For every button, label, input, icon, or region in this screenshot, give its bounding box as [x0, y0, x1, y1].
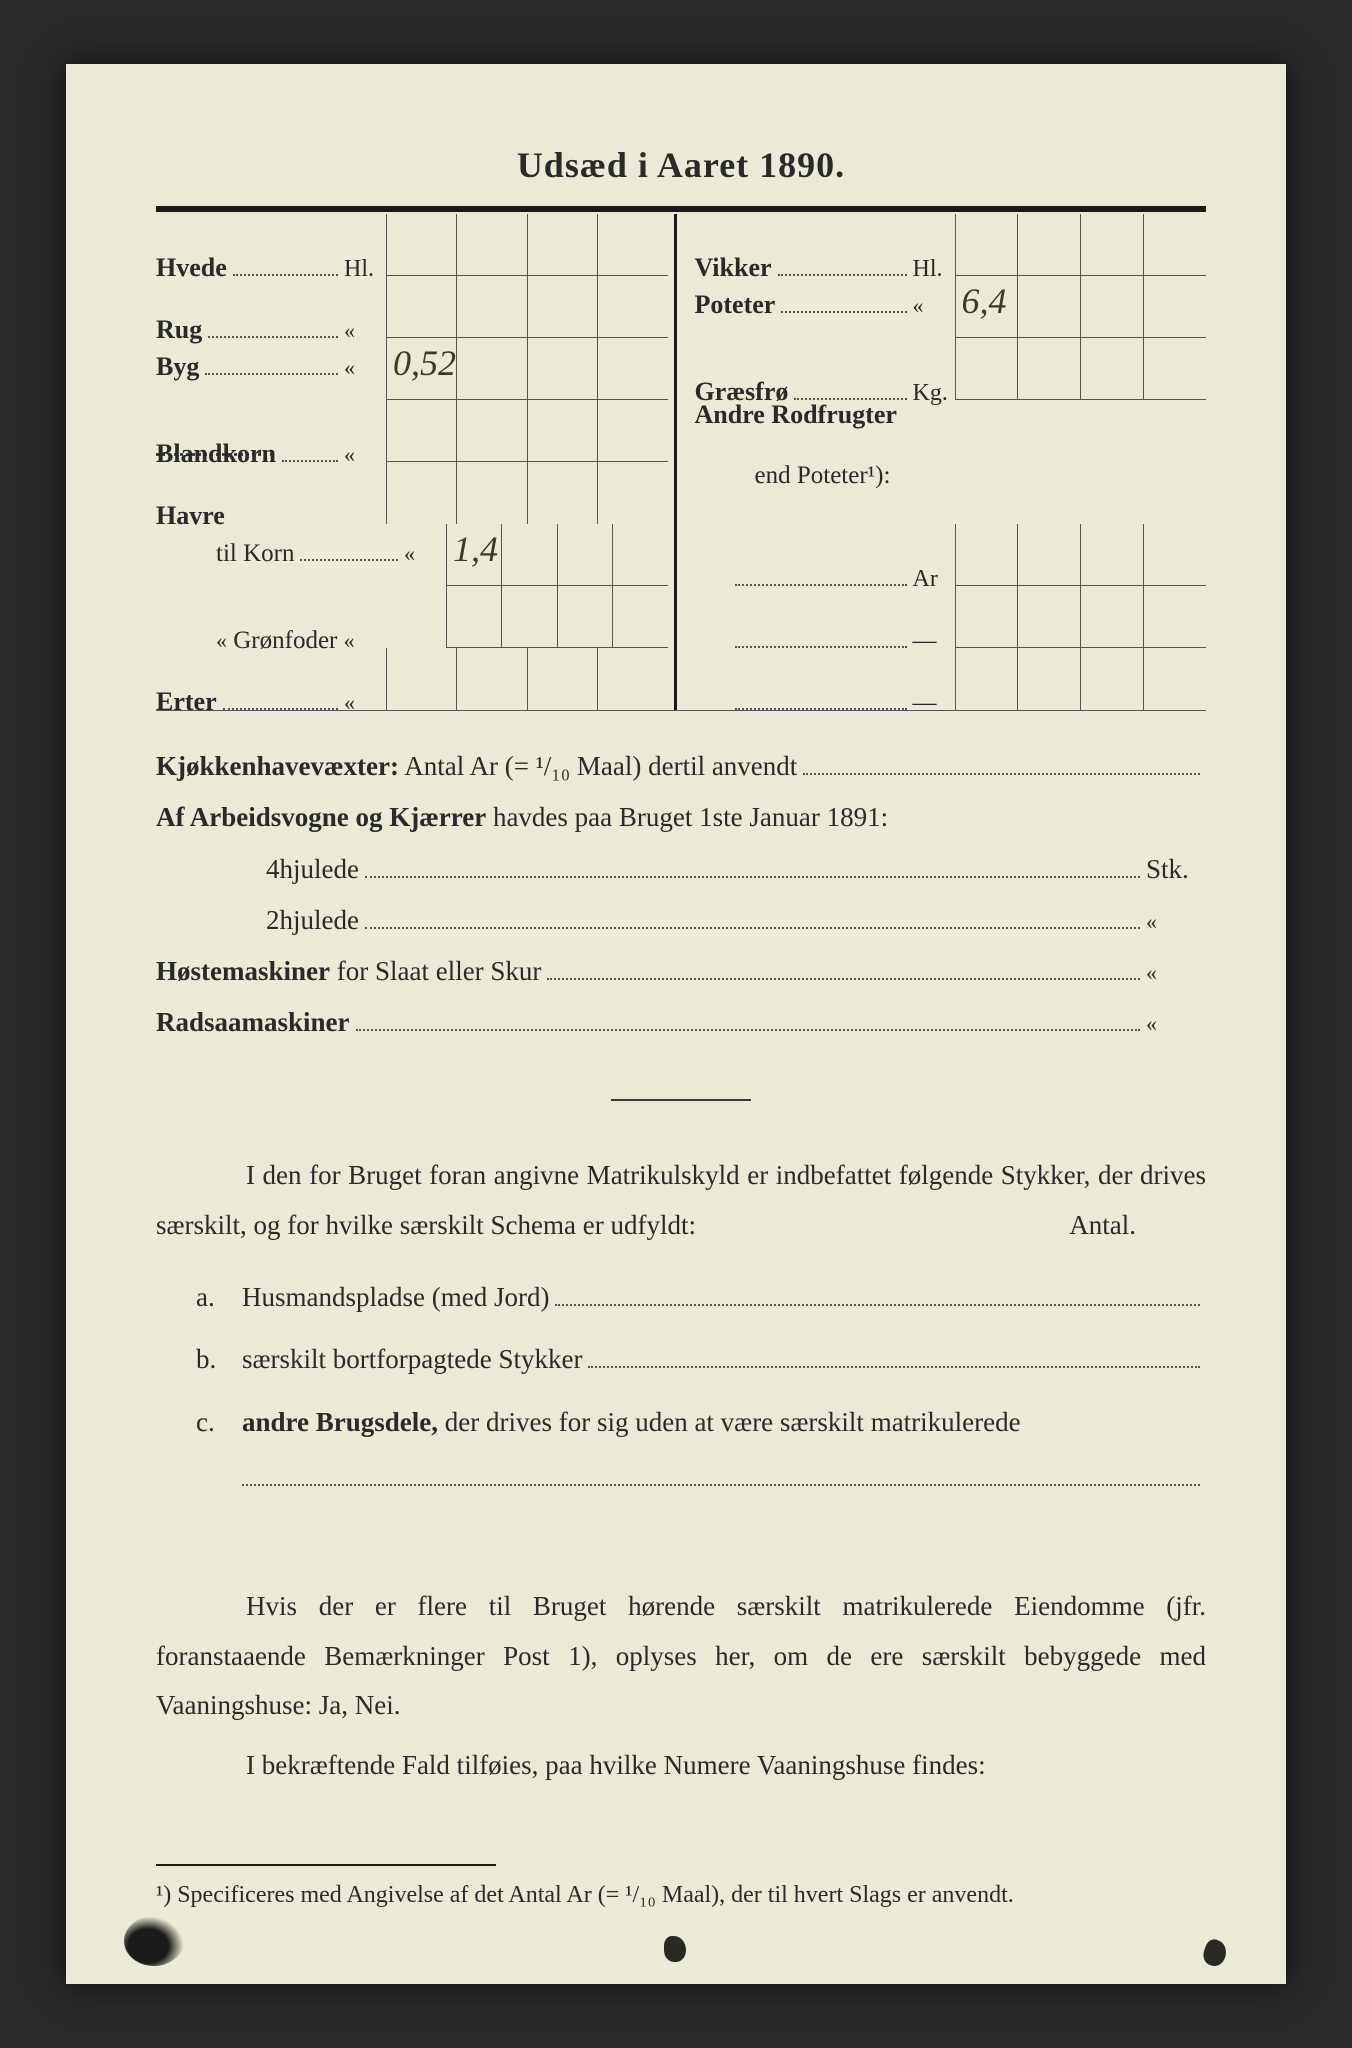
list-item-b: b. særskilt bortforpagtede Stykker	[196, 1331, 1206, 1388]
line-radsaa: Radsaamaskiner«	[156, 997, 1206, 1048]
line-hostemaskiner: Høstemaskiner for Slaat eller Skur«	[156, 946, 1206, 997]
ink-blot	[124, 1916, 184, 1966]
body-section: Kjøkkenhavevæxter: Antal Ar (= ¹/₁₀ Maal…	[156, 741, 1206, 1049]
page-title: Udsæd i Aaret 1890.	[156, 144, 1206, 186]
cell	[387, 214, 457, 276]
separator	[611, 1099, 751, 1101]
footnote-rule	[156, 1864, 496, 1866]
row-gronfoder: « Grønfoder «	[156, 586, 668, 648]
footnote-text: ¹) Specificeres med Angivelse af det Ant…	[156, 1876, 1206, 1914]
row-hvede: HvedeHl.	[156, 214, 668, 276]
row-blandkorn: Blandkorn«	[156, 400, 668, 462]
row-erter: Erter«	[156, 648, 668, 710]
sowing-table: HvedeHl. Rug« Byg« 0,52 Blandkorn« Havre…	[156, 214, 1206, 711]
row-rug: Rug«	[156, 276, 668, 338]
handwritten-value: 0,52	[387, 338, 457, 400]
row-havre: Havre	[156, 462, 668, 524]
document-page: Udsæd i Aaret 1890. HvedeHl. Rug« Byg« 0…	[66, 64, 1286, 1984]
list-abc: a. Husmandspladse (med Jord) b. særskilt…	[196, 1269, 1206, 1492]
paragraph-block-1: I den for Bruget foran angivne Matrikuls…	[156, 1151, 1206, 1492]
line-arbeidsvogne: Af Arbeidsvogne og Kjærrer havdes paa Br…	[156, 792, 1206, 843]
handwritten-value: 6,4	[956, 276, 1019, 338]
line-2hjulede: 2hjulede«	[266, 895, 1206, 946]
antal-label: Antal.	[1069, 1201, 1136, 1251]
row-tilkorn: til Korn« 1,4	[156, 524, 668, 586]
ink-smudge	[664, 1936, 686, 1962]
table-right-col: VikkerHl. Poteter« 6,4 GræsfrøKg. Andre …	[677, 214, 1207, 710]
ink-smudge	[1200, 1937, 1230, 1969]
list-item-c: c. andre Brugsdele, der drives for sig u…	[196, 1394, 1206, 1492]
table-left-col: HvedeHl. Rug« Byg« 0,52 Blandkorn« Havre…	[156, 214, 677, 710]
line-4hjulede: 4hjuledeStk.	[266, 844, 1206, 895]
handwritten-value: 1,4	[447, 524, 502, 586]
paragraph-block-3: I bekræftende Fald tilføies, paa hvilke …	[156, 1741, 1206, 1791]
footnote-area: ¹) Specificeres med Angivelse af det Ant…	[156, 1864, 1206, 1914]
paragraph-block-2: Hvis der er flere til Bruget hørende sær…	[156, 1582, 1206, 1732]
list-item-a: a. Husmandspladse (med Jord)	[196, 1269, 1206, 1326]
line-kjokken: Kjøkkenhavevæxter: Antal Ar (= ¹/₁₀ Maal…	[156, 741, 1206, 792]
title-rule	[156, 206, 1206, 212]
row-byg: Byg« 0,52	[156, 338, 668, 400]
